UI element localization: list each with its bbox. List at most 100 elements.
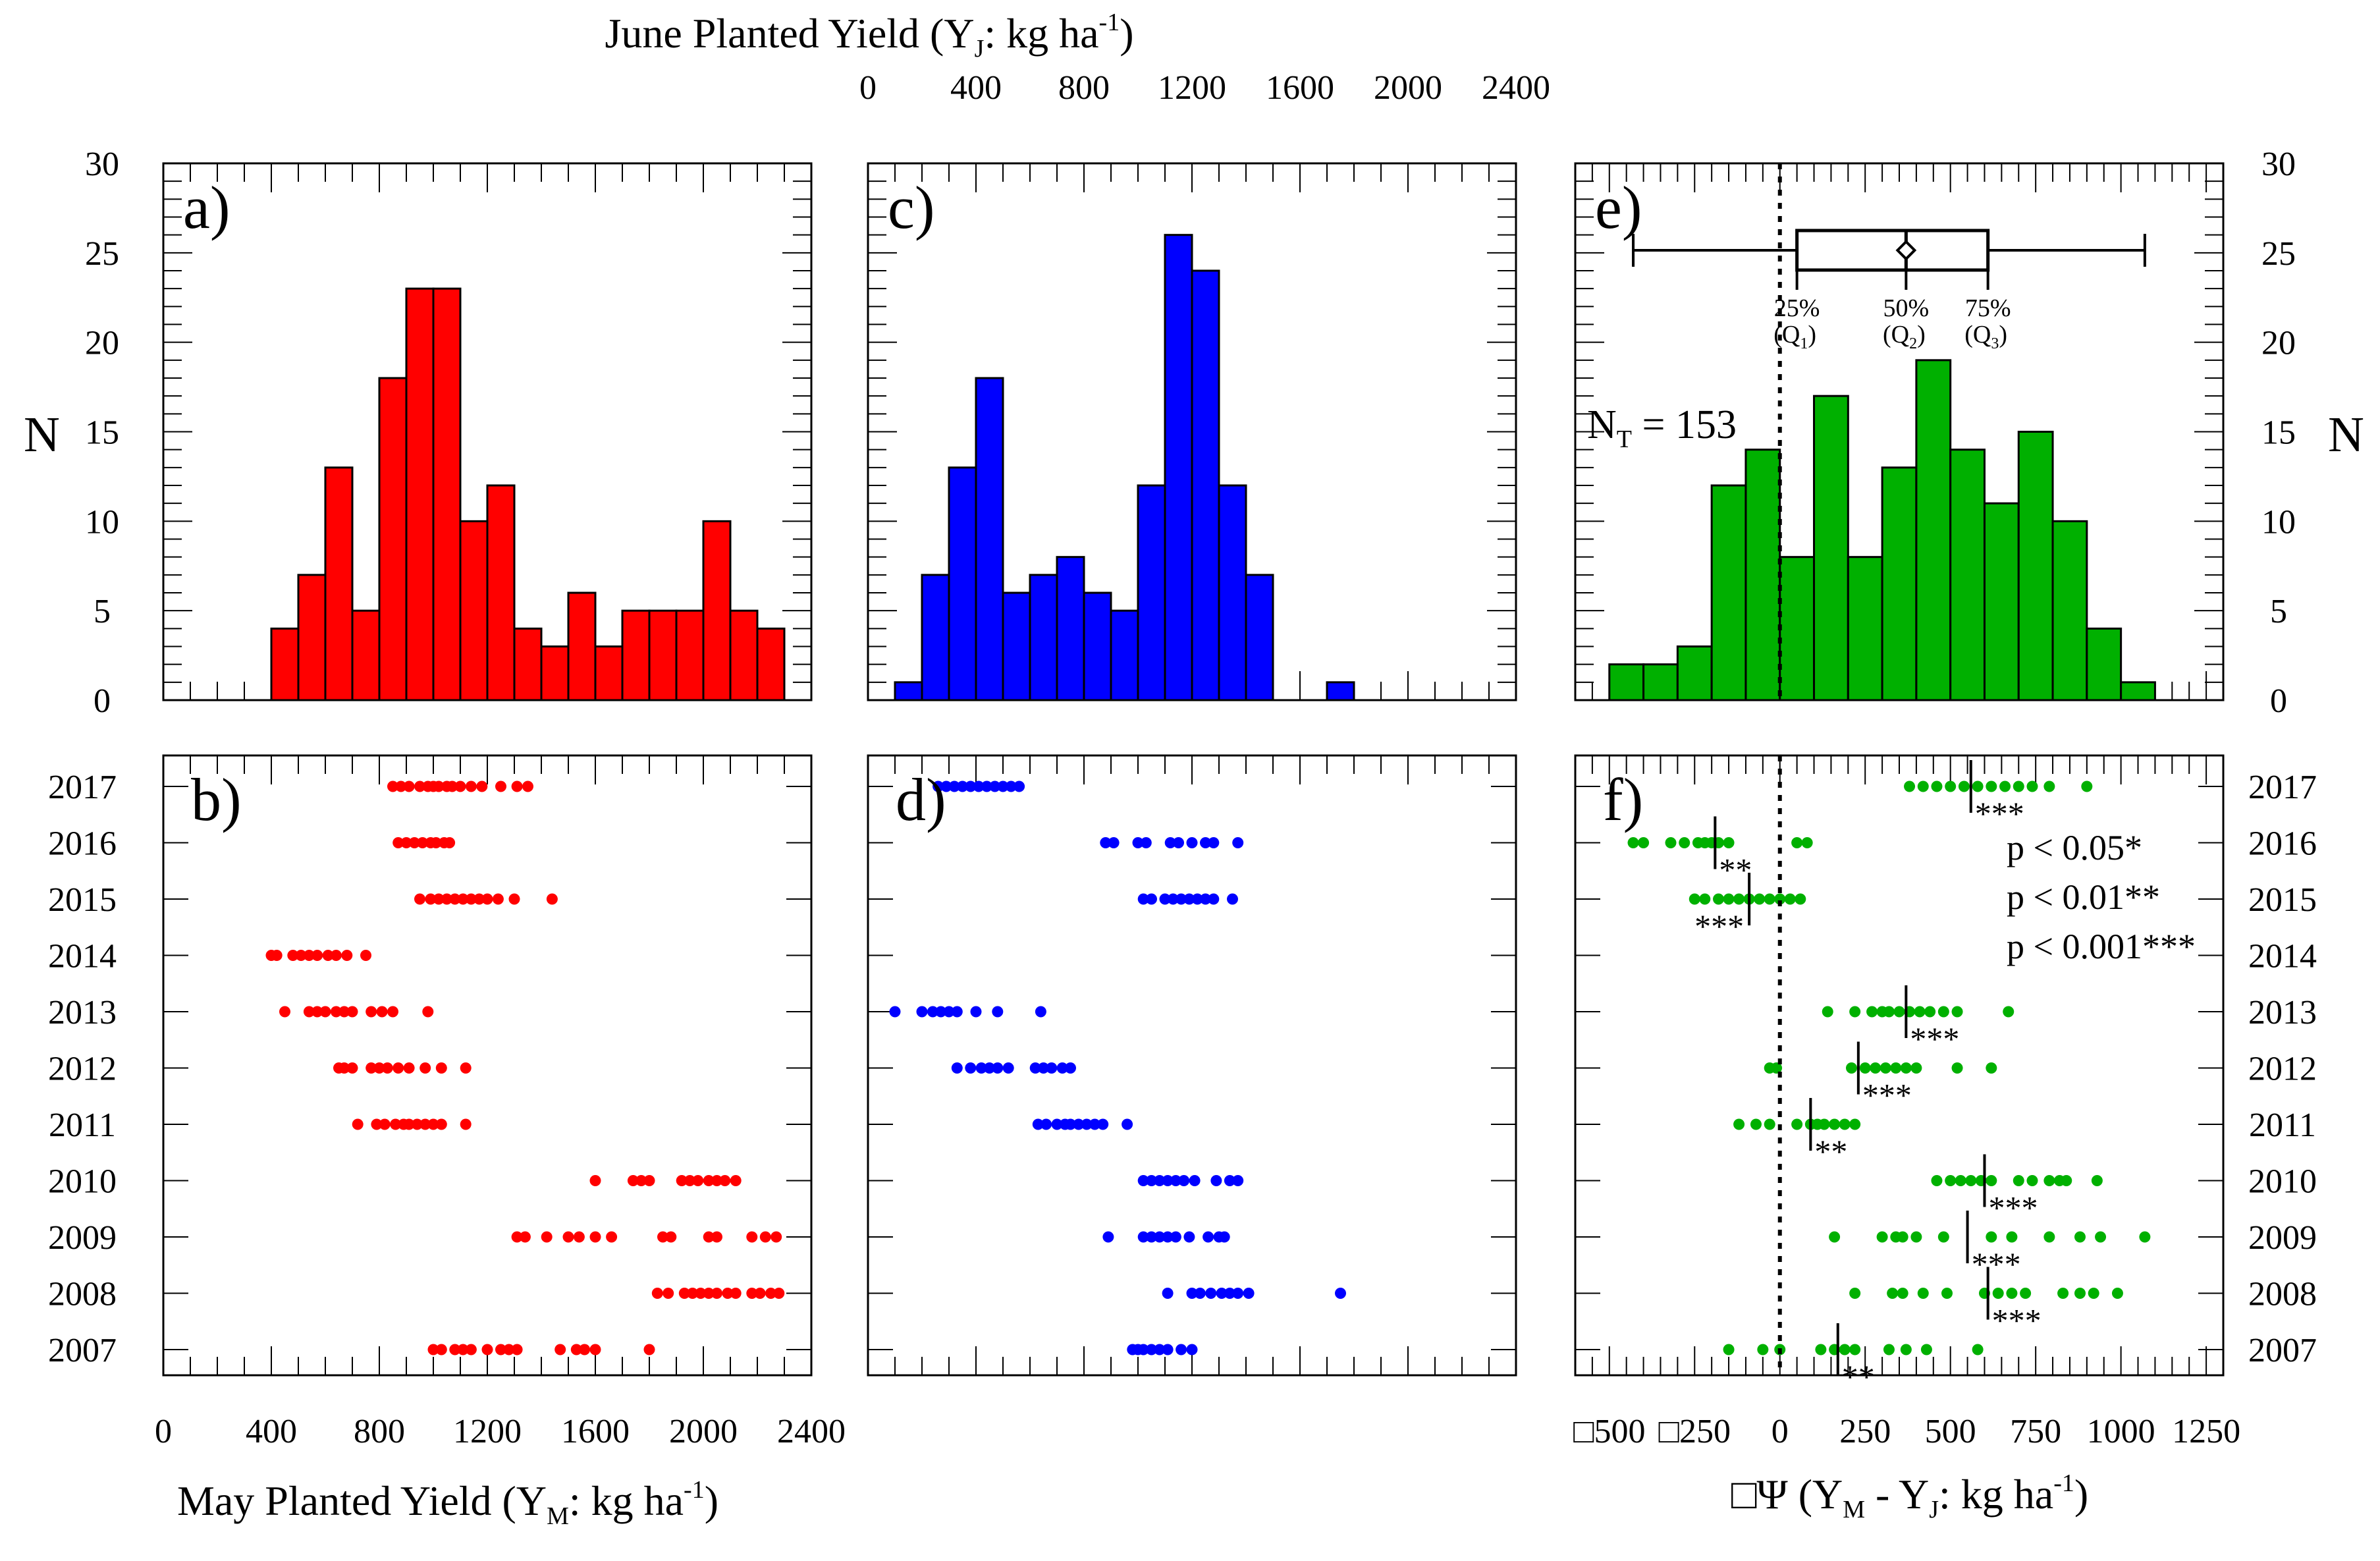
point-d-2017-7 bbox=[989, 780, 1001, 792]
box-pct-label-0: 25% bbox=[1774, 294, 1820, 322]
legend-p-005: p < 0.05* bbox=[2007, 828, 2142, 867]
hist-bar-c-11 bbox=[1191, 269, 1220, 701]
box-pct-label-1: 50% bbox=[1883, 294, 1930, 322]
point-d-2016-1 bbox=[1108, 837, 1120, 848]
n-tick-right-10: 10 bbox=[2261, 503, 2296, 541]
year-tick-right-2015: 2015 bbox=[2248, 881, 2317, 919]
point-d-2016-0 bbox=[1100, 837, 1112, 848]
sig-2012: *** bbox=[1862, 1077, 1912, 1114]
point-f-2010-5 bbox=[1986, 1175, 1997, 1186]
point-f-2011-2 bbox=[1764, 1118, 1775, 1130]
sig-2009: *** bbox=[1972, 1246, 2021, 1282]
hist-bar-a-12 bbox=[594, 645, 624, 701]
point-b-2013-7 bbox=[365, 1006, 377, 1018]
point-f-2017-4 bbox=[1958, 780, 1970, 792]
point-f-2008-2 bbox=[1897, 1288, 1908, 1299]
point-b-2016-0 bbox=[392, 837, 404, 848]
n-tick-right-0: 0 bbox=[2270, 682, 2287, 720]
point-f-2011-6 bbox=[1818, 1118, 1830, 1130]
point-b-2008-10 bbox=[754, 1288, 766, 1299]
point-b-2013-0 bbox=[279, 1006, 290, 1018]
point-d-2010-1 bbox=[1146, 1175, 1157, 1186]
box-q-label-1: (Q2) bbox=[1883, 321, 1926, 352]
sig-2013: *** bbox=[1910, 1020, 1959, 1057]
point-f-2012-9 bbox=[1951, 1062, 1963, 1074]
point-b-2014-1 bbox=[271, 950, 283, 961]
point-b-2012-1 bbox=[338, 1062, 350, 1074]
hist-bar-c-5 bbox=[1029, 574, 1058, 701]
point-f-2008-11 bbox=[2088, 1288, 2099, 1299]
point-f-2010-6 bbox=[2013, 1175, 2024, 1186]
point-f-2007-0 bbox=[1723, 1344, 1735, 1356]
point-f-2009-11 bbox=[2139, 1231, 2151, 1243]
point-d-2007-6 bbox=[1176, 1344, 1187, 1356]
year-tick-left-2009: 2009 bbox=[48, 1219, 117, 1257]
point-d-2009-5 bbox=[1170, 1231, 1181, 1243]
point-b-2009-8 bbox=[665, 1231, 677, 1243]
point-f-2012-2 bbox=[1845, 1062, 1857, 1074]
n-tick-left-5: 5 bbox=[94, 593, 111, 630]
point-b-2010-10 bbox=[730, 1175, 742, 1186]
point-d-2010-8 bbox=[1224, 1175, 1235, 1186]
year-tick-right-2014: 2014 bbox=[2248, 938, 2317, 975]
point-b-2010-7 bbox=[703, 1175, 715, 1186]
point-f-2010-10 bbox=[2061, 1175, 2072, 1186]
point-d-2016-9 bbox=[1232, 837, 1244, 848]
point-d-2007-5 bbox=[1162, 1344, 1174, 1356]
point-d-2016-5 bbox=[1173, 837, 1184, 848]
point-b-2010-2 bbox=[636, 1175, 647, 1186]
hist-bar-c-6 bbox=[1056, 556, 1085, 701]
point-b-2007-13 bbox=[643, 1344, 655, 1356]
point-b-2007-2 bbox=[449, 1344, 461, 1356]
point-b-2007-9 bbox=[554, 1344, 566, 1356]
hist-bar-e-5 bbox=[1779, 556, 1816, 701]
point-b-2013-5 bbox=[338, 1006, 350, 1018]
point-f-2013-7 bbox=[1914, 1006, 1926, 1018]
hist-bar-a-10 bbox=[540, 645, 570, 701]
point-d-2010-5 bbox=[1178, 1175, 1190, 1186]
top-tick-800: 800 bbox=[1058, 69, 1110, 107]
point-f-2009-6 bbox=[1986, 1231, 1997, 1243]
point-b-2008-8 bbox=[730, 1288, 742, 1299]
point-d-2017-0 bbox=[933, 780, 944, 792]
point-b-2010-8 bbox=[711, 1175, 722, 1186]
hist-bar-a-5 bbox=[405, 287, 435, 701]
point-b-2007-8 bbox=[511, 1344, 523, 1356]
year-tick-right-2016: 2016 bbox=[2248, 825, 2317, 863]
point-f-2010-7 bbox=[2026, 1175, 2038, 1186]
point-b-2010-4 bbox=[676, 1175, 688, 1186]
hist-bar-a-8 bbox=[486, 484, 516, 701]
point-b-2009-1 bbox=[519, 1231, 531, 1243]
point-d-2015-6 bbox=[1191, 893, 1203, 905]
n-tick-right-30: 30 bbox=[2261, 146, 2296, 183]
bottom-tick-400: 400 bbox=[246, 1413, 297, 1450]
point-b-2016-5 bbox=[430, 837, 442, 848]
point-f-2007-6 bbox=[1849, 1344, 1861, 1356]
point-f-2007-3 bbox=[1815, 1344, 1827, 1356]
point-f-2008-1 bbox=[1887, 1288, 1899, 1299]
point-f-2011-8 bbox=[1839, 1118, 1851, 1130]
point-f-2013-9 bbox=[1937, 1006, 1949, 1018]
point-f-2016-0 bbox=[1627, 837, 1639, 848]
point-d-2007-7 bbox=[1186, 1344, 1198, 1356]
point-b-2017-12 bbox=[495, 780, 506, 792]
point-f-2012-10 bbox=[1986, 1062, 1997, 1074]
point-b-2014-6 bbox=[322, 950, 334, 961]
box-q-label-0: (Q1) bbox=[1773, 321, 1816, 352]
point-b-2007-4 bbox=[465, 1344, 477, 1356]
hist-bar-a-11 bbox=[567, 591, 597, 701]
point-d-2010-0 bbox=[1137, 1175, 1149, 1186]
point-d-2009-3 bbox=[1154, 1231, 1166, 1243]
point-f-2008-6 bbox=[1992, 1288, 2004, 1299]
point-b-2012-2 bbox=[346, 1062, 358, 1074]
point-b-2008-0 bbox=[651, 1288, 663, 1299]
point-d-2017-5 bbox=[973, 780, 985, 792]
year-tick-right-2008: 2008 bbox=[2248, 1276, 2317, 1313]
point-d-2011-4 bbox=[1065, 1118, 1076, 1130]
point-f-2012-6 bbox=[1890, 1062, 1902, 1074]
point-b-2009-6 bbox=[606, 1231, 618, 1243]
panel-label-a: a) bbox=[183, 174, 230, 241]
point-b-2017-10 bbox=[465, 780, 477, 792]
point-f-2010-3 bbox=[1965, 1175, 1977, 1186]
